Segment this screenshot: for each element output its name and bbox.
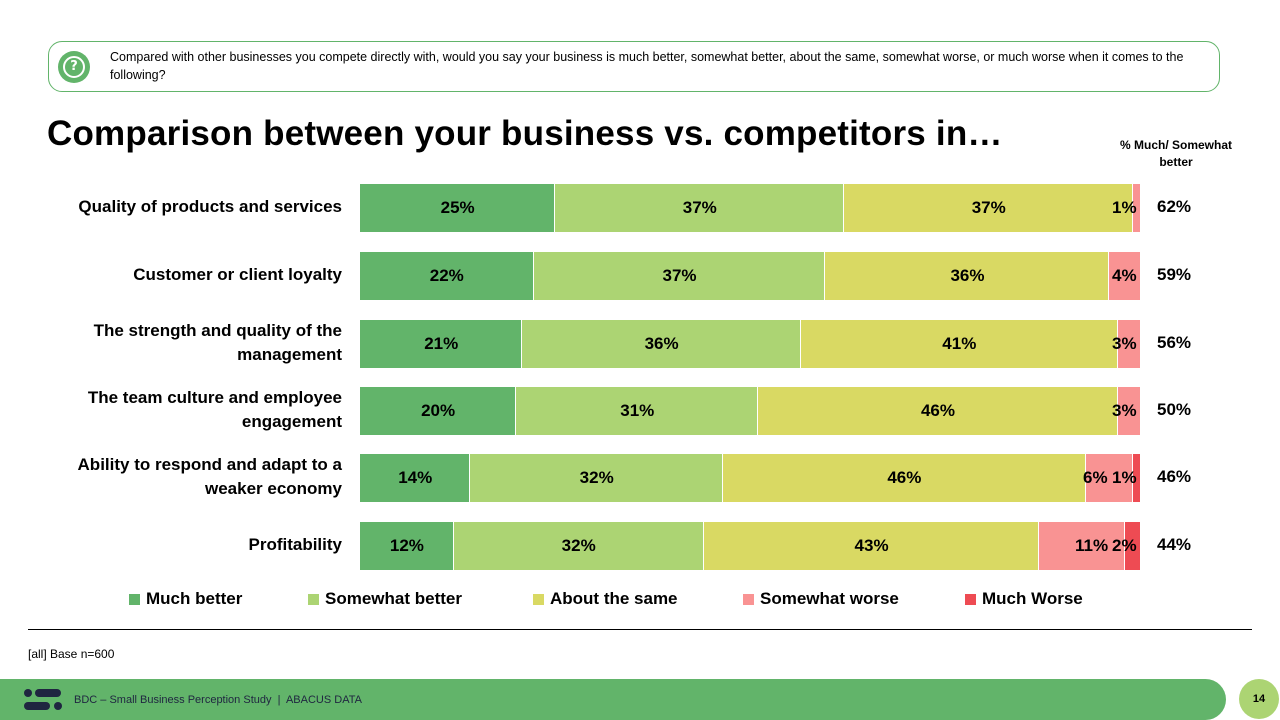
total-column-header: % Much/ Somewhat better [1119, 138, 1232, 169]
bar-segment-somewhat-worse [1039, 522, 1126, 570]
bar-segment-somewhat-better [533, 252, 826, 300]
total-value: 44% [1157, 535, 1192, 554]
legend-item: Somewhat better [308, 589, 462, 609]
bar-segment-somewhat-worse [1117, 387, 1141, 435]
bar-label-much-better: 21% [424, 334, 459, 353]
bar-label-about-the-same: 37% [971, 198, 1006, 217]
bar-label-about-the-same: 36% [950, 266, 985, 285]
category-label: Quality of products and services [78, 197, 342, 216]
bar-segment-somewhat-worse [1133, 184, 1141, 232]
category-label: Profitability [248, 535, 342, 554]
total-value: 50% [1157, 400, 1192, 419]
legend-item: About the same [533, 589, 678, 609]
legend: Much better Somewhat better About the same… [0, 589, 1280, 611]
bar-segment-about-the-same [703, 522, 1040, 570]
total-value: 56% [1157, 333, 1192, 352]
bar-segment-somewhat-better [470, 454, 723, 502]
legend-label: Much better [146, 589, 243, 608]
bar-label-somewhat-better: 31% [620, 401, 655, 420]
footer-text: BDC – Small Business Perception Study | … [74, 694, 362, 706]
bar-segment-somewhat-better [522, 320, 801, 368]
question-text: Compared with other businesses you compe… [110, 50, 1184, 82]
category-label: Customer or client loyalty [133, 265, 342, 284]
bar-segment-much-better [360, 184, 556, 232]
bar-segment-much-worse [1133, 454, 1141, 502]
legend-item: Much better [129, 589, 242, 609]
total-value: 62% [1157, 197, 1192, 216]
legend-swatch [743, 593, 754, 605]
bar-label-somewhat-worse: 1% [1112, 198, 1137, 217]
legend-label: About the same [550, 589, 678, 608]
bar-segment-about-the-same [800, 320, 1118, 368]
bar-label-about-the-same: 41% [942, 334, 977, 353]
total-value: 46% [1157, 467, 1192, 486]
bar-segment-about-the-same [844, 184, 1134, 232]
slide-title: Comparison between your business vs. com… [47, 114, 1003, 153]
category-label: The team culture and employee engagement [87, 388, 342, 431]
category-label: The strength and quality of the manageme… [93, 321, 342, 364]
total-value: 59% [1157, 265, 1192, 284]
abacus-logo-icon [24, 689, 62, 710]
divider [28, 629, 1252, 630]
bar-segment-much-better [360, 522, 454, 570]
legend-label: Somewhat better [325, 589, 462, 608]
question-box: ? Compared with other businesses you com… [48, 41, 1220, 92]
bar-label-much-better: 25% [440, 198, 475, 217]
bar-segment-somewhat-worse [1085, 454, 1134, 502]
bar-segment-much-worse [1125, 522, 1141, 570]
bar-segment-much-better [360, 320, 523, 368]
bar-label-somewhat-worse: 4% [1112, 266, 1137, 285]
bar-label-somewhat-better: 37% [682, 198, 717, 217]
bar-label-much-better: 20% [421, 401, 456, 420]
legend-swatch [129, 593, 140, 605]
bar-segment-somewhat-worse [1117, 320, 1141, 368]
bar-label-much-better: 22% [429, 266, 464, 285]
bar-segment-much-better [360, 454, 471, 502]
bar-segment-somewhat-better [516, 387, 759, 435]
bar-segment-much-better [360, 387, 517, 435]
page-number: 14 [1239, 679, 1279, 719]
bar-label-somewhat-worse: 3% [1112, 401, 1137, 420]
legend-label: Somewhat worse [760, 589, 899, 608]
bar-segment-somewhat-worse [1109, 252, 1141, 300]
legend-swatch [533, 593, 544, 605]
bar-label-somewhat-worse: 3% [1112, 334, 1137, 353]
legend-swatch [308, 593, 319, 605]
bar-segment-somewhat-better [555, 184, 845, 232]
bar-label-much-worse: 2% [1112, 536, 1137, 555]
legend-swatch [965, 593, 976, 605]
bar-label-much-worse: 1% [1112, 468, 1137, 487]
bar-label-somewhat-worse: 11% [1075, 536, 1109, 555]
bar-label-much-better: 12% [389, 536, 424, 555]
legend-label: Much Worse [982, 589, 1083, 608]
bar-segment-about-the-same [758, 387, 1118, 435]
legend-item: Much Worse [965, 589, 1083, 609]
base-note: [all] Base n=600 [28, 647, 115, 661]
bar-label-somewhat-better: 32% [561, 536, 596, 555]
bar-label-somewhat-better: 37% [662, 266, 697, 285]
footer-bar: BDC – Small Business Perception Study | … [0, 679, 1226, 720]
bar-segment-about-the-same [825, 252, 1110, 300]
bar-label-somewhat-better: 32% [579, 468, 614, 487]
bar-label-about-the-same: 46% [920, 401, 955, 420]
bar-segment-about-the-same [722, 454, 1086, 502]
bar-segment-somewhat-better [453, 522, 704, 570]
bar-label-somewhat-worse: 6% [1083, 468, 1108, 487]
bar-segment-much-better [360, 252, 534, 300]
bar-label-about-the-same: 46% [887, 468, 922, 487]
category-label: Ability to respond and adapt to a weaker… [77, 455, 342, 498]
bar-label-somewhat-better: 36% [644, 334, 679, 353]
bar-label-about-the-same: 43% [854, 536, 889, 555]
question-chat-icon: ? [58, 51, 90, 83]
bar-label-much-better: 14% [398, 468, 433, 487]
legend-item: Somewhat worse [743, 589, 899, 609]
